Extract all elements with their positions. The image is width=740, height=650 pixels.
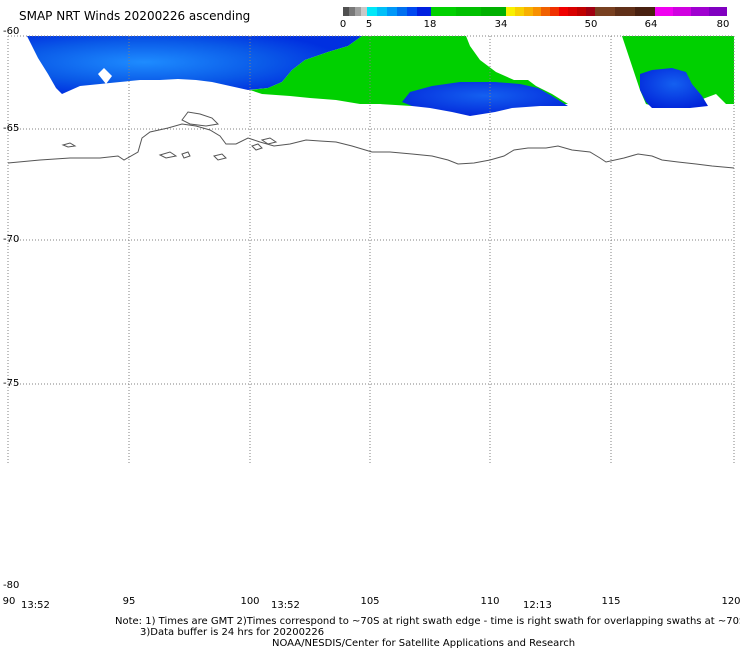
colorbar-segment	[568, 7, 577, 16]
lon-label: 120	[721, 596, 740, 607]
colorbar-segment	[709, 7, 727, 16]
note-line-2: 3)Data buffer is 24 hrs for 20200226	[140, 627, 325, 638]
lat-lon-grid	[7, 35, 735, 464]
swath-time: 13:52	[271, 600, 300, 611]
swath-time: 13:52	[21, 600, 50, 611]
lon-label: 105	[360, 596, 380, 607]
lon-label: 100	[240, 596, 260, 607]
note-line-1: Note: 1) Times are GMT 2)Times correspon…	[115, 616, 740, 627]
colorbar-segment	[550, 7, 559, 16]
lon-label: 110	[480, 596, 500, 607]
colorbar-segment	[355, 7, 361, 16]
map-title: SMAP NRT Winds 20200226 ascending	[19, 9, 251, 23]
colorbar-segment	[417, 7, 431, 16]
colorbar-segment	[431, 7, 456, 16]
wind-swath-left	[27, 36, 568, 116]
lat-label: -70	[3, 234, 20, 245]
colorbar-segment	[586, 7, 595, 16]
colorbar-tick-label: 64	[644, 19, 658, 30]
lon-label: 95	[122, 596, 136, 607]
colorbar-tick-label: 18	[423, 19, 437, 30]
colorbar-segment	[481, 7, 506, 16]
colorbar-segment	[377, 7, 387, 16]
colorbar-segment	[361, 7, 367, 16]
colorbar-segment	[615, 7, 635, 16]
lat-label: -60	[3, 26, 20, 37]
lat-label: -80	[3, 580, 20, 591]
colorbar-segment	[655, 7, 673, 16]
coastline	[7, 111, 735, 169]
colorbar-segment	[691, 7, 709, 16]
swath-time: 12:13	[523, 600, 552, 611]
colorbar-tick-label: 5	[365, 19, 373, 30]
lat-label: -75	[3, 378, 20, 389]
colorbar-tick-label: 34	[494, 19, 508, 30]
colorbar-segment	[533, 7, 541, 16]
colorbar-tick-label: 0	[339, 19, 347, 30]
colorbar-segment	[397, 7, 407, 16]
colorbar	[343, 7, 727, 16]
colorbar-segment	[387, 7, 397, 16]
colorbar-segment	[367, 7, 377, 16]
colorbar-segment	[595, 7, 615, 16]
lon-label: 90	[2, 596, 16, 607]
lon-label: 115	[601, 596, 621, 607]
lat-label: -65	[3, 123, 20, 134]
colorbar-segment	[524, 7, 533, 16]
colorbar-segment	[541, 7, 550, 16]
colorbar-tick-label: 80	[716, 19, 730, 30]
colorbar-segment	[407, 7, 417, 16]
wind-swath-right	[622, 36, 734, 108]
colorbar-segment	[559, 7, 568, 16]
colorbar-segment	[673, 7, 691, 16]
colorbar-tick-label: 50	[584, 19, 598, 30]
colorbar-segment	[506, 7, 515, 16]
colorbar-segment	[349, 7, 355, 16]
colorbar-segment	[343, 7, 349, 16]
colorbar-segment	[577, 7, 586, 16]
colorbar-segment	[635, 7, 655, 16]
credit-line: NOAA/NESDIS/Center for Satellite Applica…	[272, 638, 576, 649]
colorbar-segment	[515, 7, 524, 16]
colorbar-segment	[456, 7, 481, 16]
